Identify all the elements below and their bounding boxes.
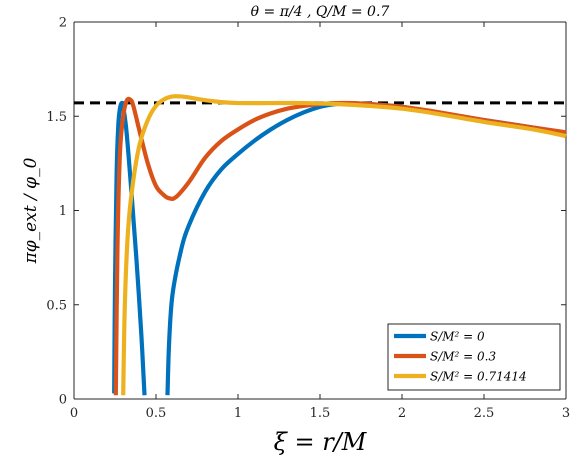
y-tick-label: 0.5	[46, 298, 67, 313]
chart-title: θ = π/4 , Q/M = 0.7	[251, 4, 390, 20]
y-tick-label: 1.5	[46, 110, 67, 125]
x-tick-label: 1	[234, 406, 242, 421]
x-tick-label: 3	[562, 406, 570, 421]
x-axis-label: ξ = r/M	[274, 428, 368, 456]
y-tick-label: 0	[59, 393, 67, 408]
ticks-layer: 0 0.5 1 1.5 2 2.5 3 0 0.5 1 1.5 2	[46, 16, 570, 422]
series-line-3-segment-1	[121, 94, 567, 396]
legend-label: S/M² = 0.3	[430, 350, 496, 364]
x-tick-label: 1.5	[310, 406, 331, 421]
y-tick-label: 2	[59, 16, 67, 31]
series-line-1-segment-1	[112, 100, 147, 396]
x-tick-label: 0.5	[146, 406, 167, 421]
legend-label: S/M² = 0	[430, 330, 485, 344]
x-tick-label: 2	[398, 406, 406, 421]
series-layer	[112, 94, 567, 396]
x-tick-label: 0	[70, 406, 78, 421]
labels-layer: θ = π/4 , Q/M = 0.7 ξ = r/M πφ_ext / φ_0	[21, 4, 389, 456]
plot-frame	[73, 21, 567, 400]
y-tick-label: 1	[59, 204, 67, 219]
y-axis-label: πφ_ext / φ_0	[21, 157, 41, 264]
legend: S/M² = 0 S/M² = 0.3 S/M² = 0.71414	[387, 323, 561, 391]
x-tick-label: 2.5	[474, 406, 495, 421]
legend-label: S/M² = 0.71414	[430, 370, 527, 384]
